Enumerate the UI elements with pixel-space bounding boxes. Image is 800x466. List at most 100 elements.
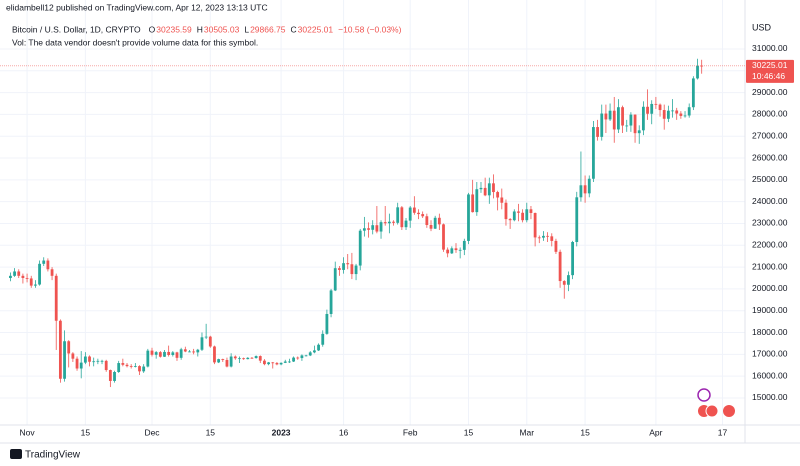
last-price-badge <box>746 59 794 83</box>
y-tick-label: 18000.00 <box>752 327 788 337</box>
candle-body <box>133 366 137 367</box>
candle-body <box>446 249 450 254</box>
candle-body <box>517 211 520 213</box>
candle-body <box>204 336 208 338</box>
candle-body <box>38 263 41 285</box>
candle-body <box>417 212 420 215</box>
y-tick-label: 26000.00 <box>752 152 788 162</box>
x-tick-label: 2023 <box>272 427 291 437</box>
candle-body <box>88 356 91 362</box>
ohlc-letter: C <box>291 24 297 34</box>
candle-body <box>263 360 266 365</box>
candle-body <box>296 357 300 359</box>
candle-body <box>683 115 687 117</box>
candle-body <box>79 362 83 369</box>
change-label: −10.58 (−0.03%) <box>338 24 401 34</box>
ohlc-value: 30505.03 <box>204 24 240 34</box>
candle-body <box>633 114 637 134</box>
candle-body <box>242 358 246 360</box>
candle-body <box>150 350 154 355</box>
candle-body <box>571 242 574 276</box>
candle-body <box>200 337 204 350</box>
candle-body <box>104 360 108 371</box>
x-tick-label: 15 <box>81 427 91 437</box>
candle-body <box>512 211 516 221</box>
candle-body <box>625 125 629 127</box>
candle-body <box>325 313 329 334</box>
candle-body <box>113 371 116 381</box>
candle-body <box>71 353 75 359</box>
candle-body <box>329 290 333 314</box>
candle-body <box>608 110 612 120</box>
candle-body <box>254 356 258 359</box>
candle-body <box>67 341 71 354</box>
candle-body <box>387 221 391 224</box>
x-tick-label: Feb <box>403 427 418 437</box>
candle-body <box>546 235 550 237</box>
candle-body <box>54 275 58 321</box>
last-price-label: 30225.01 <box>752 60 788 70</box>
candle-body <box>367 228 370 230</box>
x-tick-label: Mar <box>519 427 534 437</box>
x-tick-label: 15 <box>464 427 474 437</box>
candle-body <box>13 271 16 276</box>
candle-body <box>292 357 295 362</box>
candle-body <box>258 356 262 361</box>
candle-body <box>129 366 133 367</box>
y-tick-label: 16000.00 <box>752 370 788 380</box>
candle-body <box>183 349 187 352</box>
candle-body <box>496 192 500 198</box>
candle-body <box>337 268 341 270</box>
candle-body <box>192 351 196 353</box>
candle-body <box>171 352 175 355</box>
candle-body <box>587 178 591 194</box>
candle-body <box>267 362 271 365</box>
candle-body <box>408 207 412 221</box>
candle-body <box>163 351 166 357</box>
candle-body <box>125 364 129 367</box>
candle-body <box>288 361 291 363</box>
candle-body <box>629 114 633 126</box>
ohlc-value: 30235.59 <box>156 24 192 34</box>
candle-body <box>691 78 695 108</box>
candles <box>9 58 704 388</box>
candle-body <box>400 207 404 228</box>
candle-body <box>637 130 641 134</box>
candle-body <box>229 356 233 367</box>
candle-body <box>33 284 37 286</box>
candle-body <box>421 214 425 217</box>
candle-body <box>304 355 308 357</box>
candle-body <box>662 110 666 119</box>
candle-body <box>475 189 479 213</box>
candle-body <box>429 224 433 229</box>
candle-body <box>650 103 654 114</box>
candle-body <box>433 217 437 229</box>
candle-body <box>375 225 379 232</box>
candle-body <box>354 265 358 275</box>
ohlc-letter: L <box>244 24 249 34</box>
candle-body <box>700 65 704 67</box>
candle-body <box>442 224 445 250</box>
candle-body <box>492 183 495 193</box>
candle-body <box>167 351 171 355</box>
candle-body <box>238 358 241 360</box>
candle-body <box>612 110 616 130</box>
candle-body <box>346 263 350 265</box>
candle-body <box>646 106 649 114</box>
candle-body <box>342 263 345 270</box>
candle-body <box>96 360 100 362</box>
candle-body <box>550 236 554 241</box>
candle-body <box>666 110 670 119</box>
event-icon <box>705 404 719 418</box>
candle-body <box>404 220 408 228</box>
candle-body <box>362 228 366 231</box>
countdown-label: 10:46:46 <box>752 71 785 81</box>
candle-body <box>317 344 320 351</box>
x-tick-label: Dec <box>144 427 160 437</box>
y-tick-label: 15000.00 <box>752 392 788 402</box>
candle-body <box>525 209 529 221</box>
candle-body <box>17 271 21 276</box>
candle-body <box>92 361 96 363</box>
